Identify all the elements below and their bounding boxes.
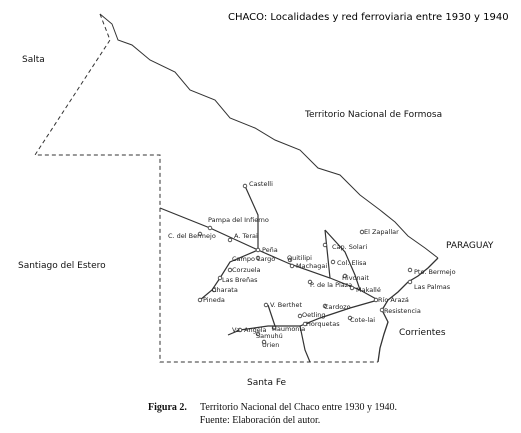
locality-label: Peña — [262, 246, 278, 254]
locality-marker — [261, 339, 267, 345]
locality-marker — [342, 273, 348, 279]
locality-label: Horquetas — [306, 320, 340, 328]
locality-marker — [271, 325, 277, 331]
locality-marker — [242, 183, 248, 189]
locality-label: Va. Angela — [232, 326, 267, 334]
locality-marker — [287, 257, 293, 263]
locality-marker — [347, 315, 353, 321]
region-label: Territorio Nacional de Formosa — [304, 110, 442, 120]
locality-marker — [349, 285, 355, 291]
borders — [34, 13, 439, 363]
locality-marker — [197, 231, 203, 237]
locality-label: Pineda — [203, 296, 225, 304]
locality-label: C. del Bermejo — [168, 232, 216, 240]
locality-marker — [211, 287, 217, 293]
locality-label: Castelli — [249, 180, 273, 188]
locality-label: Urien — [262, 341, 279, 349]
locality-label: Pampa del Infierno — [208, 216, 269, 224]
locality-marker — [227, 237, 233, 243]
locality-marker — [263, 302, 269, 308]
locality-label: Col. Elisa — [337, 259, 367, 267]
locality-label: Cap. Solari — [332, 243, 367, 251]
region-label: Santiago del Estero — [18, 261, 106, 271]
locality-label: Resistencia — [384, 307, 421, 315]
region-label: Corrientes — [399, 328, 446, 338]
locality-marker — [307, 279, 313, 285]
region-label: Santa Fe — [247, 378, 287, 388]
locality-marker — [407, 267, 413, 273]
locality-label: Oetling — [302, 311, 326, 319]
locality-marker — [330, 259, 336, 265]
locality-label: Pto. Bermejo — [414, 268, 456, 276]
locality-label: Quitilipi — [287, 254, 312, 262]
caption-label: Figura 2. — [148, 402, 187, 413]
locality-marker — [197, 297, 203, 303]
locality-label: A. Terai — [234, 232, 258, 240]
locality-marker — [297, 313, 303, 319]
locality-label: Charata — [212, 286, 238, 294]
locality-marker — [359, 229, 365, 235]
locality-marker — [322, 242, 328, 248]
locality-marker — [217, 275, 223, 281]
locality-label: Cardozo — [324, 303, 351, 311]
locality-label: Campo Largo — [232, 255, 275, 263]
locality-marker — [379, 307, 385, 313]
caption-source: Fuente: Elaboración del autor. — [200, 415, 321, 426]
locality-label: P. de la Plaza — [310, 281, 352, 289]
locality-marker — [207, 225, 213, 231]
locality-label: Cote-lai — [350, 316, 375, 324]
locality-label: Makallé — [356, 286, 381, 294]
map-title: CHACO: Localidades y red ferroviaria ent… — [228, 12, 509, 23]
locality-marker — [255, 331, 261, 337]
locality-marker — [302, 321, 308, 327]
locality-label: Hivonait — [342, 274, 369, 282]
locality-marker — [289, 263, 295, 269]
locality-marker — [255, 255, 261, 261]
region-label: Salta — [22, 55, 45, 65]
locality-marker — [407, 279, 413, 285]
caption-text: Territorio Nacional del Chaco entre 1930… — [200, 402, 397, 413]
locality-label: Corzuela — [232, 266, 261, 274]
locality-label: El Zapallar — [364, 228, 399, 236]
locality-label: Samuhú — [256, 332, 283, 340]
locality-label: Haumonia — [272, 325, 305, 333]
locality-marker — [322, 303, 328, 309]
locality-label: Machagai — [296, 262, 327, 270]
locality-marker — [373, 297, 379, 303]
locality-label: Río Arazá — [378, 296, 409, 304]
locality-marker — [227, 267, 233, 273]
locality-label: Las Palmas — [414, 283, 451, 291]
locality-label: Las Breñas — [222, 276, 258, 284]
locality-marker — [237, 327, 243, 333]
locality-label: V. Berthet — [270, 301, 303, 309]
region-label: PARAGUAY — [446, 241, 494, 251]
locality-marker — [255, 247, 261, 253]
